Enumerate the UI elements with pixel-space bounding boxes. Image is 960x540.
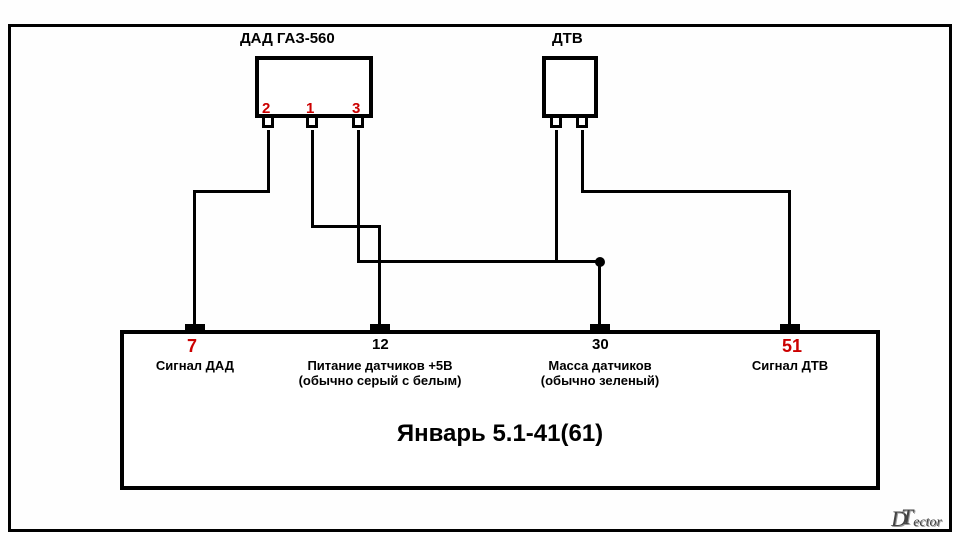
wire-segment (193, 190, 270, 193)
wire-segment (311, 225, 380, 228)
ecu-terminal-number: 12 (372, 336, 389, 353)
dtv-sensor-box (542, 56, 598, 118)
ecu-terminal-pin (370, 324, 390, 334)
ecu-terminal-label: Сигнал ДАД (100, 358, 290, 373)
logo-ector: ector (913, 515, 942, 530)
doctor-logo: DTector (891, 506, 948, 532)
wire-segment (581, 190, 790, 193)
ecu-terminal-number: 51 (782, 336, 802, 357)
ecu-terminal-pin (780, 324, 800, 334)
wire-segment (788, 190, 791, 328)
ecu-box: Январь 5.1-41(61) (120, 330, 880, 490)
dtv-pin (550, 118, 562, 128)
wire-segment (357, 130, 360, 260)
logo-t: T (901, 504, 913, 529)
ecu-terminal-label: Питание датчиков +5В(обычно серый с белы… (285, 358, 475, 388)
dad-pin (262, 118, 274, 128)
dad-pin (352, 118, 364, 128)
ecu-terminal-label: Масса датчиков(обычно зеленый) (505, 358, 695, 388)
ecu-terminal-number: 7 (187, 336, 197, 357)
wire-segment (555, 260, 600, 263)
dad-pin-number: 1 (306, 100, 314, 117)
dad-pin (306, 118, 318, 128)
wire-segment (311, 130, 314, 225)
wire-segment (598, 260, 601, 328)
dtv-title: ДТВ (552, 30, 583, 47)
dtv-pin (576, 118, 588, 128)
ecu-terminal-label: Сигнал ДТВ (695, 358, 885, 373)
wire-segment (193, 190, 196, 328)
wire-junction (595, 257, 605, 267)
ecu-terminal-pin (185, 324, 205, 334)
ecu-title: Январь 5.1-41(61) (124, 420, 876, 448)
dad-pin-number: 2 (262, 100, 270, 117)
dad-title: ДАД ГАЗ-560 (240, 30, 335, 47)
ecu-terminal-number: 30 (592, 336, 609, 353)
ecu-terminal-pin (590, 324, 610, 334)
dad-pin-number: 3 (352, 100, 360, 117)
wire-segment (581, 130, 584, 190)
wire-segment (267, 130, 270, 190)
wire-segment (378, 225, 381, 328)
wire-segment (555, 130, 558, 260)
